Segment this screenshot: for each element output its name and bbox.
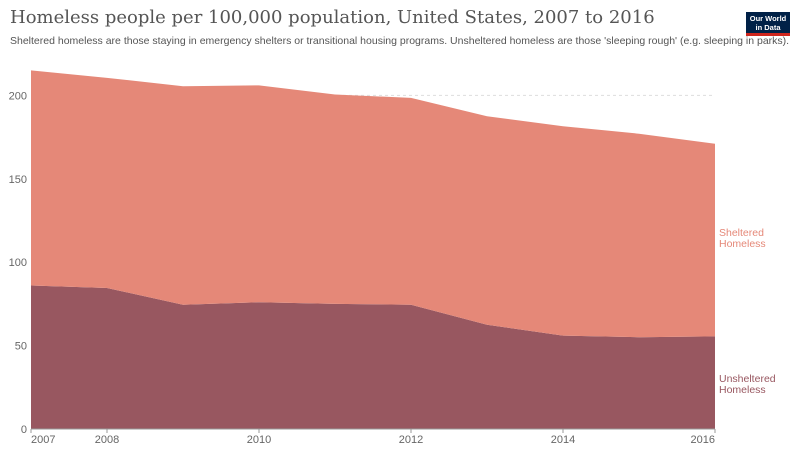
- owid-logo[interactable]: Our World in Data: [746, 12, 790, 36]
- x-tick-label: 2016: [691, 434, 715, 446]
- series-label-unsheltered: Unsheltered Homeless: [719, 373, 776, 396]
- area-unsheltered: [31, 285, 715, 429]
- chart-subtitle: Sheltered homeless are those staying in …: [10, 35, 790, 47]
- y-tick-label: 150: [9, 174, 27, 186]
- x-tick-label: 2010: [247, 434, 271, 446]
- y-tick-label: 200: [9, 90, 27, 102]
- logo-line-1: Our World: [749, 14, 787, 23]
- chart-title: Homeless people per 100,000 population, …: [10, 7, 655, 28]
- x-tick-label: 2014: [551, 434, 575, 446]
- area-sheltered: [31, 70, 715, 338]
- logo-line-2: in Data: [755, 23, 781, 32]
- y-tick-label: 0: [21, 424, 27, 436]
- x-tick-label: 2008: [95, 434, 119, 446]
- series-label-sheltered: Sheltered Homeless: [719, 227, 766, 250]
- y-tick-label: 100: [9, 257, 27, 269]
- y-tick-label: 50: [15, 341, 27, 353]
- x-tick-label: 2012: [399, 434, 423, 446]
- x-tick-label: 2007: [31, 434, 55, 446]
